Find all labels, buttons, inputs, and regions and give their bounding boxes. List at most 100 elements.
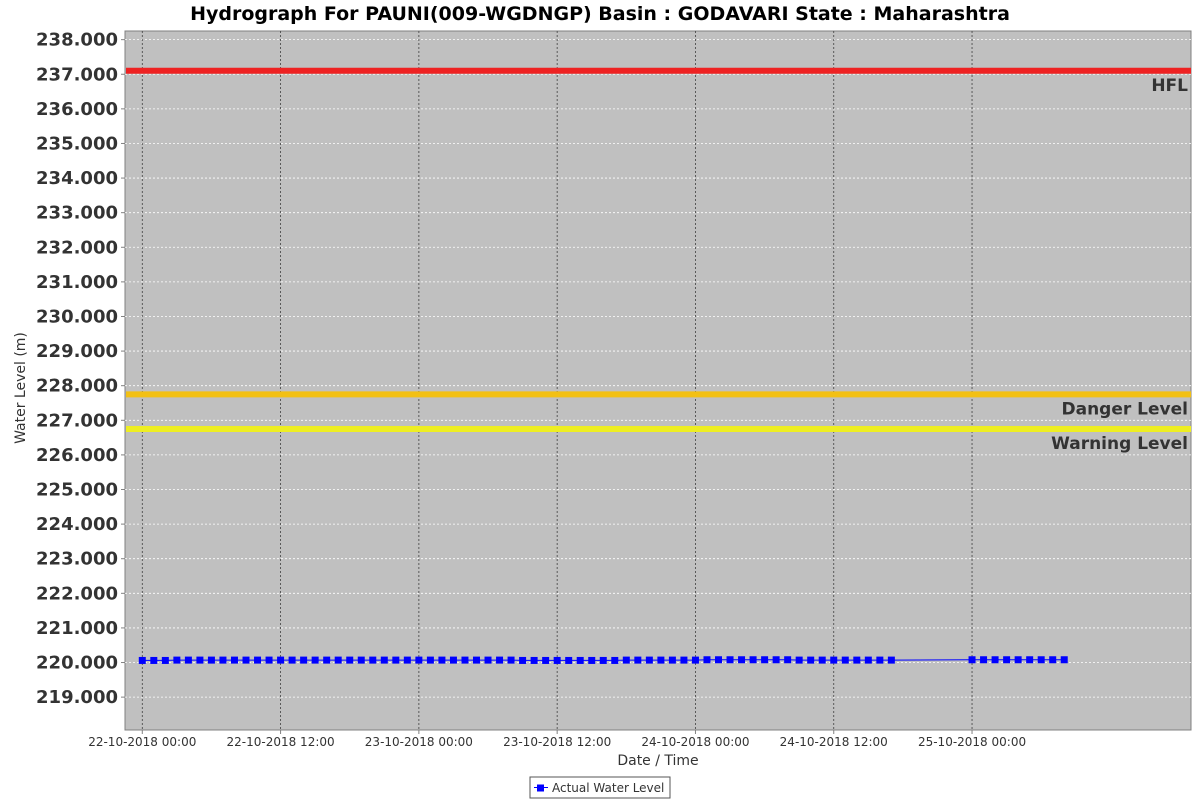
data-point <box>634 656 642 664</box>
data-point <box>738 656 746 664</box>
plot-area <box>124 30 1192 731</box>
data-point <box>265 656 273 664</box>
y-tick-label: 233.000 <box>36 203 118 224</box>
x-tick-label: 22-10-2018 12:00 <box>227 735 335 749</box>
data-point <box>530 656 538 664</box>
data-point <box>980 656 988 664</box>
y-tick-label: 232.000 <box>36 237 118 258</box>
data-point <box>380 656 388 664</box>
y-axis-ticks: 219.000 220.000 221.000 222.000 223.000 224.0… <box>36 30 125 708</box>
data-point <box>334 656 342 664</box>
x-axis-label: Date / Time <box>617 753 698 769</box>
data-point <box>1037 656 1045 664</box>
legend: Actual Water Level <box>529 776 671 799</box>
y-tick-label: 228.000 <box>36 376 118 397</box>
y-tick-label: 220.000 <box>36 653 118 674</box>
warning-level-label: Warning Level <box>1051 434 1188 454</box>
data-point <box>161 656 169 664</box>
data-point <box>392 656 400 664</box>
data-point <box>230 656 238 664</box>
data-point <box>968 656 976 664</box>
data-point <box>853 656 861 664</box>
data-point <box>173 656 181 664</box>
data-point <box>576 656 584 664</box>
data-point <box>772 656 780 664</box>
series-actual-water-level <box>138 656 1068 664</box>
gridlines <box>125 31 1191 730</box>
data-point <box>507 656 515 664</box>
legend-marker-swatch <box>537 784 544 792</box>
y-axis-label: Water Level (m) <box>13 332 29 444</box>
y-tick-label: 237.000 <box>36 64 118 85</box>
data-point <box>438 656 446 664</box>
data-point <box>795 656 803 664</box>
data-point <box>876 656 884 664</box>
data-point <box>784 656 792 664</box>
data-point <box>484 656 492 664</box>
data-point <box>841 656 849 664</box>
data-point <box>403 656 411 664</box>
y-tick-label: 231.000 <box>36 272 118 293</box>
data-point <box>991 656 999 664</box>
data-point <box>449 656 457 664</box>
data-point <box>415 656 423 664</box>
data-point <box>680 656 688 664</box>
data-point <box>622 656 630 664</box>
data-point <box>357 656 365 664</box>
data-point <box>346 656 354 664</box>
x-axis-ticks: 22-10-2018 00:00 22-10-2018 12:00 23-10-20… <box>88 730 1026 749</box>
data-point <box>288 656 296 664</box>
y-tick-label: 230.000 <box>36 306 118 327</box>
y-tick-label: 234.000 <box>36 168 118 189</box>
data-point <box>461 656 469 664</box>
data-point <box>1003 656 1011 664</box>
y-tick-label: 226.000 <box>36 445 118 466</box>
reference-lines: HFL Danger Level Warning Level <box>126 67 1191 454</box>
data-point <box>311 656 319 664</box>
data-point <box>691 656 699 664</box>
data-point <box>219 656 227 664</box>
x-tick-label: 24-10-2018 12:00 <box>780 735 888 749</box>
data-point <box>645 656 653 664</box>
y-tick-label: 227.000 <box>36 410 118 431</box>
data-point <box>1026 656 1034 664</box>
data-point <box>864 656 872 664</box>
data-point <box>542 656 550 664</box>
data-point <box>207 656 215 664</box>
data-point <box>1060 656 1068 664</box>
x-tick-label: 24-10-2018 00:00 <box>641 735 749 749</box>
data-point <box>830 656 838 664</box>
y-tick-label: 238.000 <box>36 30 118 51</box>
data-point <box>242 656 250 664</box>
data-point <box>703 656 711 664</box>
y-tick-label: 229.000 <box>36 341 118 362</box>
y-tick-label: 221.000 <box>36 618 118 639</box>
y-tick-label: 219.000 <box>36 687 118 708</box>
y-tick-label: 236.000 <box>36 99 118 120</box>
data-point <box>472 656 480 664</box>
data-point <box>761 656 769 664</box>
data-point <box>807 656 815 664</box>
x-tick-label: 25-10-2018 00:00 <box>918 735 1026 749</box>
data-point <box>565 656 573 664</box>
x-tick-label: 23-10-2018 00:00 <box>365 735 473 749</box>
data-point <box>254 656 262 664</box>
x-tick-label: 22-10-2018 00:00 <box>88 735 196 749</box>
data-point <box>184 656 192 664</box>
data-point <box>887 656 895 664</box>
data-point <box>369 656 377 664</box>
legend-box <box>529 776 671 799</box>
data-point <box>323 656 331 664</box>
y-tick-label: 224.000 <box>36 514 118 535</box>
legend-label: Actual Water Level <box>552 781 664 795</box>
data-point <box>496 656 504 664</box>
data-point <box>426 656 434 664</box>
data-point <box>726 656 734 664</box>
data-point <box>553 656 561 664</box>
danger-level-label: Danger Level <box>1062 399 1189 419</box>
y-tick-label: 225.000 <box>36 480 118 501</box>
y-tick-label: 223.000 <box>36 549 118 570</box>
data-point <box>1014 656 1022 664</box>
data-point <box>611 656 619 664</box>
